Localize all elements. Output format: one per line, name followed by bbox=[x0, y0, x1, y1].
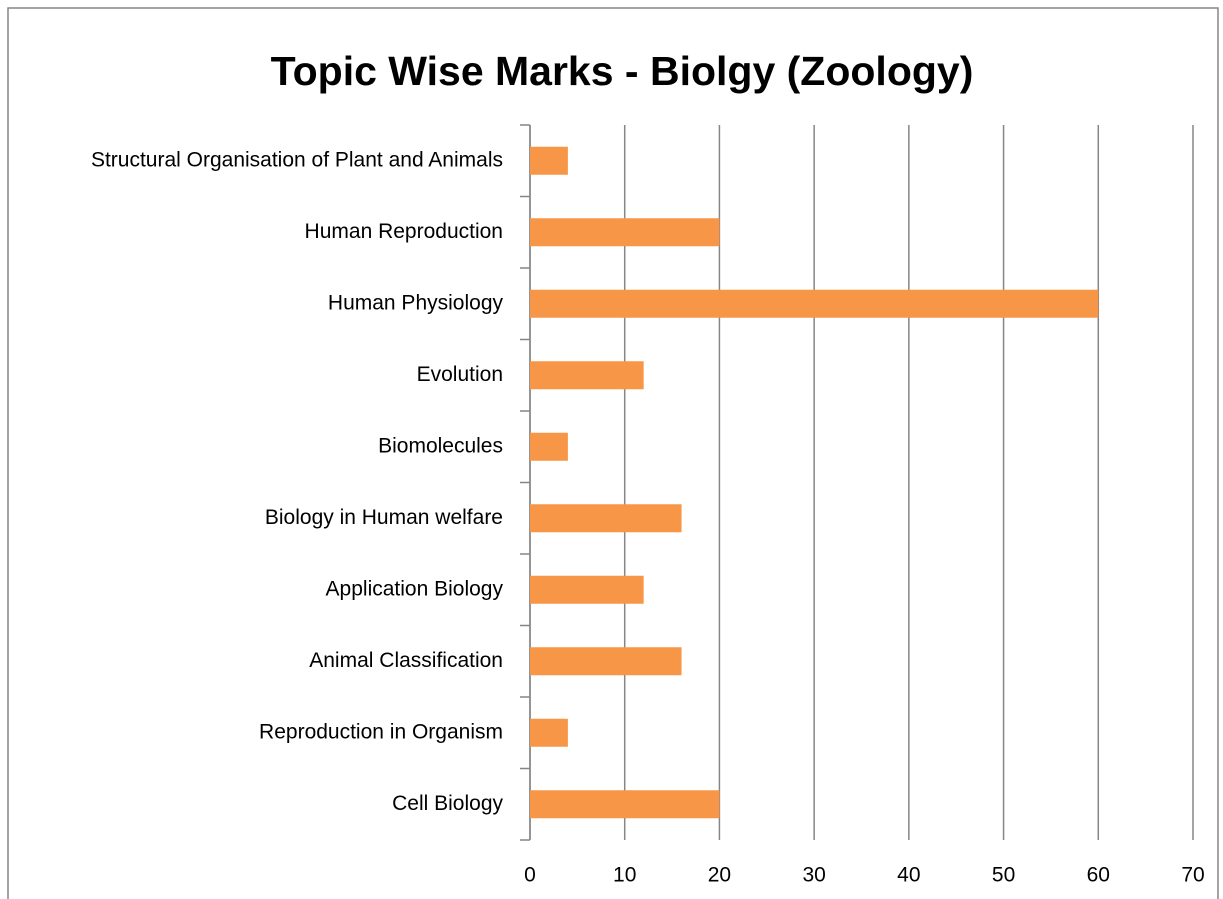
x-tick-label: 50 bbox=[992, 864, 1015, 887]
y-tick-label: Human Physiology bbox=[328, 291, 504, 314]
y-tick-label: Biomolecules bbox=[378, 434, 503, 457]
y-tick-label: Evolution bbox=[417, 363, 503, 386]
chart-title: Topic Wise Marks - Biolgy (Zoology) bbox=[271, 48, 974, 94]
bar bbox=[530, 146, 568, 175]
y-tick-label: Human Reproduction bbox=[305, 220, 503, 243]
y-tick-label: Reproduction in Organism bbox=[259, 720, 503, 743]
bar bbox=[530, 504, 682, 533]
bar bbox=[530, 575, 644, 604]
bar bbox=[530, 790, 720, 819]
bar bbox=[530, 289, 1099, 318]
y-tick-label: Application Biology bbox=[326, 577, 504, 600]
x-tick-label: 60 bbox=[1087, 864, 1110, 887]
x-tick-label: 20 bbox=[708, 864, 731, 887]
x-tick-label: 40 bbox=[897, 864, 920, 887]
bar bbox=[530, 432, 568, 461]
bar bbox=[530, 361, 644, 390]
bar bbox=[530, 647, 682, 676]
bar bbox=[530, 218, 720, 247]
x-tick-label: 30 bbox=[802, 864, 825, 887]
bar bbox=[530, 718, 568, 747]
x-tick-label: 70 bbox=[1181, 864, 1204, 887]
x-tick-label: 10 bbox=[613, 864, 636, 887]
y-tick-label: Structural Organisation of Plant and Ani… bbox=[91, 148, 503, 171]
chart-frame bbox=[7, 7, 1219, 899]
x-tick-label: 0 bbox=[524, 864, 536, 887]
y-tick-label: Cell Biology bbox=[392, 792, 503, 815]
y-tick-label: Biology in Human welfare bbox=[265, 506, 503, 529]
y-tick-label: Animal Classification bbox=[309, 649, 503, 672]
